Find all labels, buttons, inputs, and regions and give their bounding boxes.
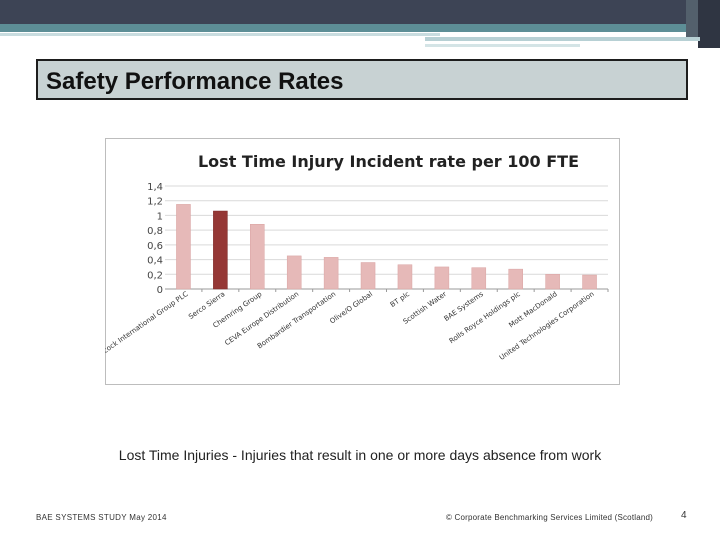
bar [176, 204, 191, 290]
slide-title: Safety Performance Rates [46, 68, 344, 95]
footer-study-label: BAE SYSTEMS STUDY May 2014 [36, 513, 167, 522]
header-edge-block-inner [686, 0, 698, 40]
y-tick-label: 1,4 [147, 182, 163, 193]
bar [213, 210, 228, 290]
x-category-label: Babcock International Group PLC [105, 290, 190, 363]
bar [434, 266, 450, 290]
header-bar [0, 0, 720, 24]
y-tick-label: 0,4 [147, 256, 163, 267]
bar [545, 274, 560, 290]
y-tick-label: 0 [157, 285, 163, 296]
bar-chart: Lost Time Injury Incident rate per 100 F… [105, 152, 609, 363]
y-tick-label: 1,2 [147, 197, 163, 208]
y-tick-label: 0,6 [147, 241, 163, 252]
x-category-label: Rolls Royce Holdings plc [448, 290, 522, 345]
header-deco-line [425, 44, 580, 47]
bar [286, 255, 302, 290]
slide-title-box: Safety Performance Rates [36, 59, 688, 100]
bar [323, 257, 339, 290]
y-tick-label: 0,8 [147, 226, 163, 237]
bar [508, 268, 523, 290]
page-number: 4 [681, 510, 687, 521]
bar [582, 274, 597, 290]
bar [397, 264, 413, 290]
bar [250, 224, 265, 290]
bar [360, 262, 376, 290]
y-tick-label: 0,2 [147, 270, 163, 281]
slide-caption: Lost Time Injuries - Injuries that resul… [118, 447, 602, 463]
header-band [0, 24, 720, 32]
y-tick-label: 1 [157, 211, 163, 222]
chart-title: Lost Time Injury Incident rate per 100 F… [198, 152, 579, 171]
chart-frame [105, 138, 620, 385]
footer-copyright: © Corporate Benchmarking Services Limite… [446, 513, 654, 522]
header-edge-block [698, 0, 720, 48]
header-deco-line [425, 37, 700, 41]
header-deco-line [0, 33, 440, 36]
bar [471, 267, 487, 290]
x-category-label: BT plc [389, 290, 411, 309]
